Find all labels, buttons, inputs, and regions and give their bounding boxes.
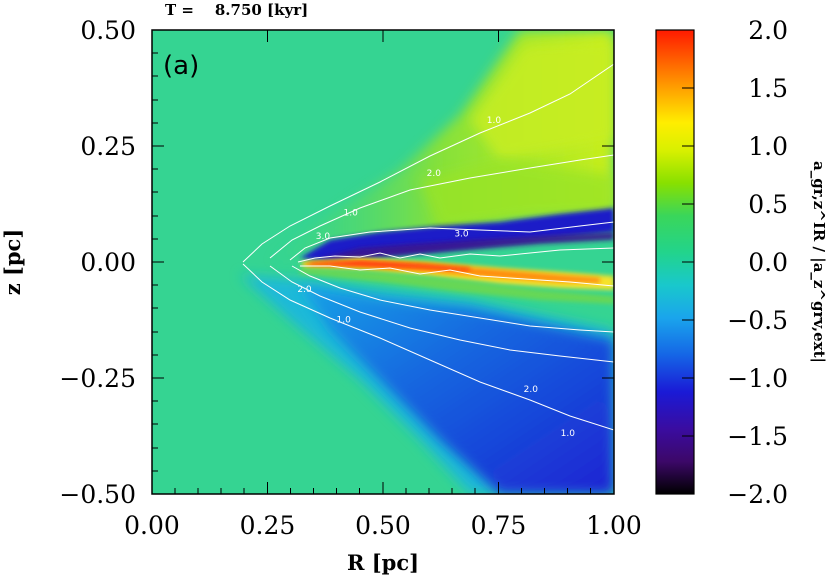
y-tick-labels: 0.50 0.25 0.00 −0.25 −0.50 [59, 16, 136, 509]
contour-label: 2.0 [427, 169, 442, 179]
contour-labels: 1.0 2.0 1.0 3.0 3.0 2.0 1.0 2.0 1.0 [297, 116, 575, 439]
colorbar-tick-label: 0.5 [748, 190, 788, 219]
colorbar-tick-labels: 2.0 1.5 1.0 0.5 0.0 −0.5 −1.0 −1.5 −2.0 [727, 16, 788, 509]
y-axis-title: z [pc] [0, 229, 25, 296]
colorbar-tick-label: 1.5 [748, 74, 788, 103]
upper-mid-band [420, 160, 614, 230]
contour-line-lower-2 [269, 265, 614, 363]
hot-streak-red [310, 261, 470, 271]
contour-label: 1.0 [561, 429, 576, 439]
contour-label: 3.0 [454, 230, 469, 240]
contour-line-core [297, 247, 614, 263]
y-tick-label: 0.25 [80, 132, 136, 161]
colorbar-tick-label: 2.0 [748, 16, 788, 45]
contour-line-upper-3 [289, 221, 614, 261]
x-tick-label: 0.25 [240, 511, 296, 540]
x-tick-label: 1.00 [586, 511, 642, 540]
y-ticks [152, 29, 614, 495]
contours [242, 63, 614, 431]
colorbar-tick-label: 1.0 [748, 132, 788, 161]
contour-label: 1.0 [344, 209, 359, 219]
contour-line-lower-3 [291, 265, 614, 333]
colorbar-ticks [682, 87, 694, 437]
contour-label: 3.0 [316, 232, 331, 242]
y-tick-label: 0.50 [80, 16, 136, 45]
y-tick-label: −0.25 [59, 364, 136, 393]
x-ticks [151, 30, 615, 494]
x-tick-label: 0.00 [124, 511, 180, 540]
contour-line-core-lower [300, 265, 614, 287]
colorbar-title: a_gr,z^IR / |a_z^grv,ext| [810, 161, 828, 363]
x-tick-label: 0.50 [355, 511, 411, 540]
colorbar-tick-label: −1.0 [727, 364, 788, 393]
contour-line-lower-1 [242, 263, 614, 431]
purple-core-upper [320, 232, 614, 260]
x-axis-title: R [pc] [347, 550, 419, 575]
contour-label: 1.0 [487, 116, 502, 126]
time-label: T = 8.750 [kyr] [165, 1, 308, 19]
heatmap-field [152, 30, 614, 494]
contour-label: 2.0 [524, 385, 539, 395]
colorbar-tick-label: −0.5 [727, 306, 788, 335]
colorbar-tick-label: −2.0 [727, 480, 788, 509]
upper-bright-region [470, 40, 614, 160]
panel-label: (a) [163, 51, 199, 81]
contour-label: 1.0 [337, 315, 352, 325]
colorbar-tick-label: 0.0 [748, 248, 788, 277]
colorbar-tick-label: −1.5 [727, 422, 788, 451]
x-tick-labels: 0.00 0.25 0.50 0.75 1.00 [124, 511, 642, 540]
x-tick-label: 0.75 [471, 511, 527, 540]
y-tick-label: −0.50 [59, 480, 136, 509]
y-tick-label: 0.00 [80, 248, 136, 277]
contour-line-upper-1 [242, 63, 614, 263]
contour-label: 2.0 [297, 285, 312, 295]
green-band-lower [300, 268, 614, 304]
contour-line-upper-2 [269, 154, 614, 259]
